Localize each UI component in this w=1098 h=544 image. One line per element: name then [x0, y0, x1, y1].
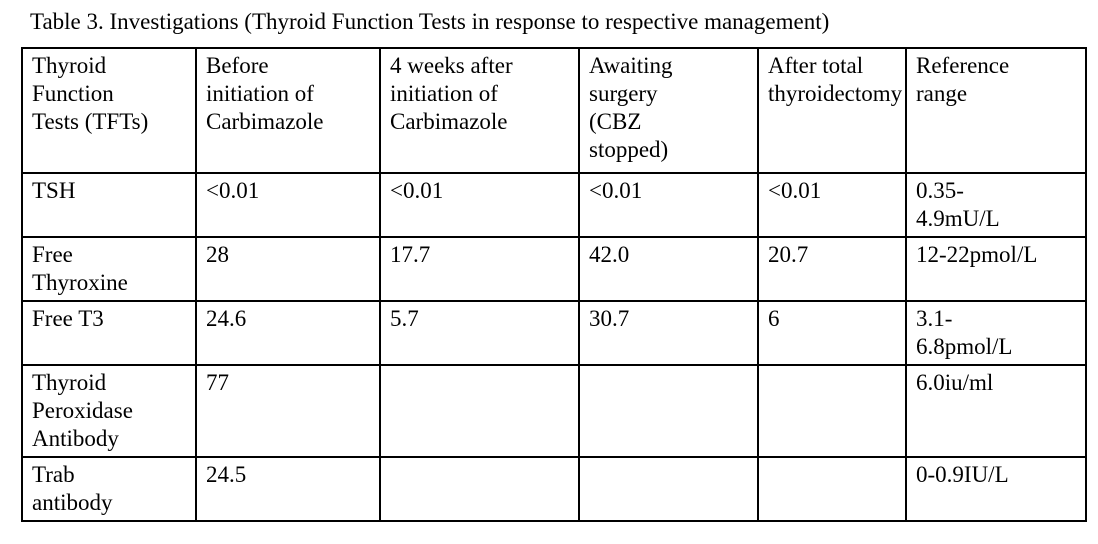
- column-header-awaiting-surgery: Awaiting surgery (CBZ stopped): [578, 47, 759, 174]
- table-cell: 0-0.9IU/L: [905, 456, 1087, 522]
- table-cell: 6.0iu/ml: [905, 364, 1087, 458]
- row-label: Free Thyroxine: [21, 236, 197, 302]
- table-cell: 20.7: [757, 236, 907, 302]
- header-row: Thyroid Function Tests (TFTs) Before ini…: [21, 47, 1087, 174]
- table-row-free-thyroxine: Free Thyroxine 28 17.7 42.0 20.7 12-22pm…: [21, 236, 1087, 302]
- table-cell: <0.01: [379, 172, 580, 238]
- table-cell: 6: [757, 300, 907, 366]
- column-header-tests: Thyroid Function Tests (TFTs): [21, 47, 197, 174]
- table-cell: 3.1- 6.8pmol/L: [905, 300, 1087, 366]
- table-cell: <0.01: [757, 172, 907, 238]
- table-cell: 28: [195, 236, 381, 302]
- table-cell: 24.6: [195, 300, 381, 366]
- row-label: Thyroid Peroxidase Antibody: [21, 364, 197, 458]
- table-cell: [578, 364, 759, 458]
- table-row-thyroid-peroxidase-antibody: Thyroid Peroxidase Antibody 77 6.0iu/ml: [21, 364, 1087, 458]
- table-cell: <0.01: [195, 172, 381, 238]
- table-cell: <0.01: [578, 172, 759, 238]
- table-row-trab-antibody: Trab antibody 24.5 0-0.9IU/L: [21, 456, 1087, 522]
- table-cell: [379, 456, 580, 522]
- tft-table: Thyroid Function Tests (TFTs) Before ini…: [21, 47, 1087, 522]
- table-cell: 5.7: [379, 300, 580, 366]
- table-cell: 17.7: [379, 236, 580, 302]
- column-header-reference-range: Reference range: [905, 47, 1087, 174]
- column-header-before-carbimazole: Before initiation of Carbimazole: [195, 47, 381, 174]
- table-cell: 42.0: [578, 236, 759, 302]
- row-label: TSH: [21, 172, 197, 238]
- table-cell: [578, 456, 759, 522]
- table-cell: [757, 456, 907, 522]
- table-cell: 77: [195, 364, 381, 458]
- table-row-tsh: TSH <0.01 <0.01 <0.01 <0.01 0.35- 4.9mU/…: [21, 172, 1087, 238]
- column-header-after-thyroidectomy: After total thyroidectomy: [757, 47, 907, 174]
- table-cell: 30.7: [578, 300, 759, 366]
- table-cell: 0.35- 4.9mU/L: [905, 172, 1087, 238]
- table-cell: 12-22pmol/L: [905, 236, 1087, 302]
- table-cell: [757, 364, 907, 458]
- row-label: Free T3: [21, 300, 197, 366]
- table-cell: 24.5: [195, 456, 381, 522]
- table-row-free-t3: Free T3 24.6 5.7 30.7 6 3.1- 6.8pmol/L: [21, 300, 1087, 366]
- column-header-4-weeks-after: 4 weeks after initiation of Carbimazole: [379, 47, 580, 174]
- table-cell: [379, 364, 580, 458]
- row-label: Trab antibody: [21, 456, 197, 522]
- table-caption: Table 3. Investigations (Thyroid Functio…: [30, 9, 830, 34]
